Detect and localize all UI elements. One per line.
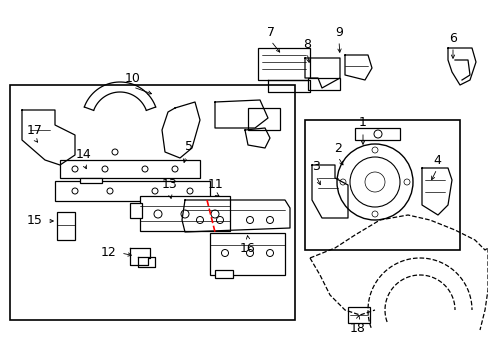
- Text: 6: 6: [448, 31, 456, 45]
- Text: 1: 1: [358, 117, 366, 130]
- Text: 4: 4: [432, 153, 440, 166]
- Circle shape: [112, 149, 118, 155]
- Circle shape: [102, 166, 108, 172]
- Bar: [354, 128, 399, 140]
- Bar: [305, 120, 459, 250]
- Bar: [57, 212, 75, 240]
- Bar: [247, 108, 280, 130]
- Text: 10: 10: [125, 72, 141, 85]
- Circle shape: [371, 147, 377, 153]
- Circle shape: [339, 179, 346, 185]
- Circle shape: [216, 216, 223, 224]
- Circle shape: [246, 216, 253, 224]
- Circle shape: [266, 216, 273, 224]
- Text: 15: 15: [27, 215, 43, 228]
- Bar: [209, 233, 285, 275]
- Circle shape: [72, 188, 78, 194]
- Circle shape: [172, 166, 178, 172]
- Bar: [347, 307, 369, 323]
- Bar: [130, 203, 142, 218]
- Bar: [307, 78, 339, 90]
- Bar: [80, 178, 102, 183]
- Text: 11: 11: [208, 179, 224, 192]
- Text: 18: 18: [349, 321, 365, 334]
- Text: 8: 8: [303, 37, 310, 50]
- Text: 7: 7: [266, 26, 274, 39]
- Circle shape: [221, 249, 228, 256]
- Text: 14: 14: [76, 148, 92, 162]
- Circle shape: [154, 210, 162, 218]
- Circle shape: [336, 144, 412, 220]
- Bar: [60, 160, 200, 178]
- Circle shape: [142, 166, 148, 172]
- Bar: [55, 181, 209, 201]
- Circle shape: [373, 130, 381, 138]
- Circle shape: [403, 179, 409, 185]
- Text: 2: 2: [333, 141, 341, 154]
- Circle shape: [210, 210, 219, 218]
- Text: 3: 3: [311, 161, 319, 174]
- Text: 13: 13: [162, 179, 178, 192]
- Text: 17: 17: [27, 123, 43, 136]
- Circle shape: [246, 249, 253, 256]
- Text: 16: 16: [240, 242, 255, 255]
- Circle shape: [152, 188, 158, 194]
- Circle shape: [364, 172, 384, 192]
- Text: 9: 9: [334, 26, 342, 39]
- Circle shape: [196, 216, 203, 224]
- Circle shape: [107, 188, 113, 194]
- Text: 12: 12: [101, 247, 117, 260]
- Bar: [215, 270, 232, 278]
- Text: 5: 5: [184, 140, 193, 153]
- Circle shape: [349, 157, 399, 207]
- Bar: [140, 196, 229, 231]
- Bar: [258, 48, 309, 80]
- Circle shape: [181, 210, 189, 218]
- Circle shape: [186, 188, 193, 194]
- Bar: [10, 85, 294, 320]
- Circle shape: [371, 211, 377, 217]
- Circle shape: [266, 249, 273, 256]
- Circle shape: [72, 166, 78, 172]
